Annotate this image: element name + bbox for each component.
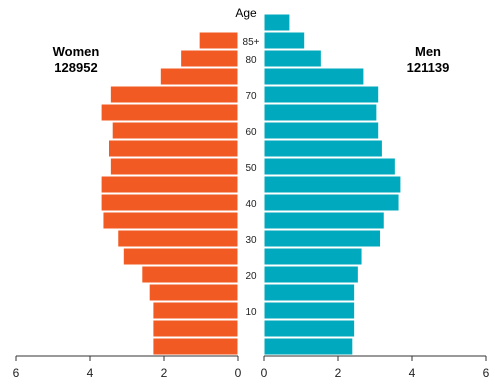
men-bar	[263, 301, 356, 320]
men-bar	[263, 337, 354, 356]
men-x-tick-label: 4	[409, 366, 416, 380]
women-x-tick-label: 2	[161, 366, 168, 380]
men-bar	[263, 283, 356, 302]
women-label: Women	[53, 44, 100, 59]
women-bar	[152, 319, 239, 338]
men-bar	[263, 193, 400, 212]
men-bars	[263, 13, 402, 356]
women-bar	[108, 139, 239, 158]
women-total: 128952	[54, 60, 97, 75]
women-bar	[180, 49, 239, 68]
women-bar	[152, 337, 239, 356]
women-bar	[109, 85, 239, 104]
women-bar	[117, 229, 239, 248]
age-tick-label: 60	[245, 127, 257, 138]
men-total: 121139	[407, 60, 450, 75]
women-bar	[122, 247, 239, 266]
x-axis-ticks: 6 4 2 0 0 2 4 6	[13, 356, 490, 380]
age-tick-label: 80	[245, 55, 257, 66]
chart-title: Age	[235, 6, 257, 20]
women-bar	[141, 265, 239, 284]
men-bar	[263, 229, 382, 248]
women-bar	[100, 193, 239, 212]
women-x-tick-label: 0	[235, 366, 242, 380]
age-tick-label: 10	[245, 307, 257, 318]
age-tick-label: 85+	[243, 37, 260, 48]
men-bar	[263, 211, 385, 230]
men-bar	[263, 31, 306, 50]
women-bar	[100, 175, 239, 194]
men-bar	[263, 139, 383, 158]
women-bar	[148, 283, 239, 302]
men-bar	[263, 175, 402, 194]
women-bar	[198, 31, 239, 50]
women-bar	[152, 301, 239, 320]
age-tick-label: 70	[245, 91, 257, 102]
women-bar	[109, 157, 239, 176]
men-x-tick-label: 2	[335, 366, 342, 380]
men-x-tick-label: 6	[483, 366, 490, 380]
women-bar	[159, 67, 239, 86]
men-bar	[263, 13, 291, 32]
men-bar	[263, 85, 380, 104]
men-bar	[263, 49, 322, 68]
women-x-tick-label: 6	[13, 366, 20, 380]
women-bar	[100, 103, 239, 122]
age-axis-labels: 10 20 30 40 50 60 70 80 85+	[243, 37, 260, 318]
men-bar	[263, 247, 363, 266]
women-x-tick-label: 4	[87, 366, 94, 380]
age-tick-label: 40	[245, 199, 257, 210]
men-label: Men	[415, 44, 441, 59]
women-bars	[100, 31, 239, 356]
men-bar	[263, 121, 380, 140]
age-tick-label: 50	[245, 163, 257, 174]
men-bar	[263, 319, 356, 338]
men-bar	[263, 67, 365, 86]
women-bar	[102, 211, 239, 230]
age-tick-label: 20	[245, 271, 257, 282]
men-bar	[263, 265, 359, 284]
women-bar	[111, 121, 239, 140]
men-bar	[263, 157, 396, 176]
men-bar	[263, 103, 378, 122]
age-tick-label: 30	[245, 235, 257, 246]
men-x-tick-label: 0	[261, 366, 268, 380]
